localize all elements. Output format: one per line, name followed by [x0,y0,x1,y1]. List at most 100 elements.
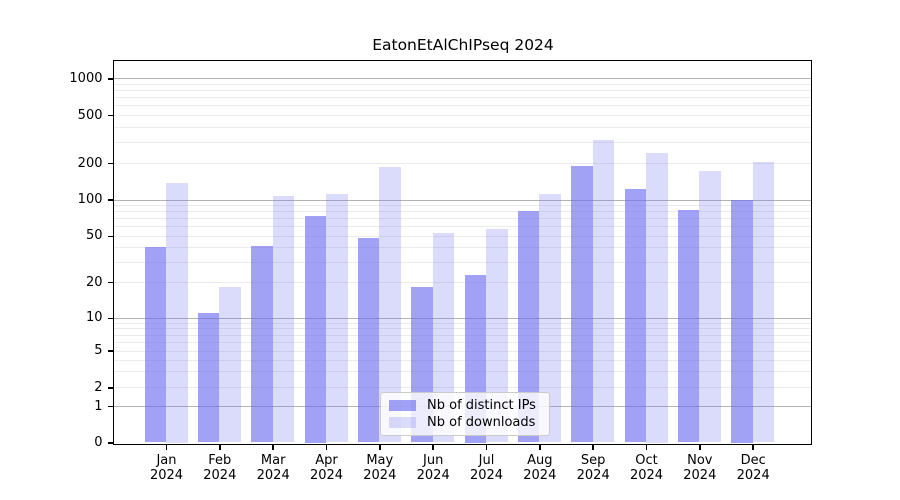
y-tick-label-50: 50 [85,228,103,244]
y-tick-10 [107,317,114,320]
bar-distinct-ips-mar [251,245,273,443]
bar-distinct-ips-oct [624,188,646,443]
gridline-minor-3 [114,371,811,372]
x-tick-label-year-mar: 2024 [256,468,290,483]
x-tick-jul [485,445,488,450]
y-tick-20 [107,281,114,284]
y-tick-0 [107,442,114,444]
x-tick-may [379,445,381,450]
x-tick-label-aug: Aug 2024 [512,453,568,484]
x-tick-feb [219,445,221,450]
y-tick-label-0: 0 [94,435,103,450]
y-tick-label-1: 1 [94,398,103,414]
gridline-minor-30 [114,261,811,263]
x-tick-label-year-jul: 2024 [469,468,504,483]
x-tick-jun [432,445,434,450]
x-tick-label-sep: Sep 2024 [565,453,621,484]
x-tick-label-month-dec: Dec [740,452,766,468]
gridline-minor-80 [114,211,811,213]
bar-downloads-apr [326,193,348,443]
x-tick-label-nov: Nov 2024 [672,453,728,484]
x-tick-label-year-jun: 2024 [416,468,450,483]
y-tick-label-5: 5 [94,343,103,358]
x-tick-nov [699,445,701,450]
gridline-minor-9 [114,322,811,324]
x-tick-label-year-aug: 2024 [523,468,557,483]
bar-downloads-dec [752,161,775,443]
x-tick-label-jan: Jan 2024 [139,453,195,484]
gridline-major-100 [114,199,811,201]
gridline-minor-2 [114,387,811,389]
x-tick-sep [592,445,594,450]
x-tick-dec [752,445,754,450]
legend-label-distinct-ips: Nb of distinct IPs [427,398,536,413]
y-tick-2 [107,387,114,389]
gridline-minor-500 [114,115,811,116]
y-tick-500 [107,114,114,117]
legend-swatch-downloads [389,416,416,429]
x-tick-label-dec: Dec 2024 [725,453,781,484]
gridline-minor-300 [114,141,811,143]
gridline-minor-90 [114,205,811,206]
y-tick-label-500: 500 [77,107,103,123]
y-tick-label-20: 20 [85,274,103,290]
x-tick-label-month-nov: Nov [687,452,713,468]
bar-distinct-ips-may [357,237,380,443]
x-tick-oct [645,445,648,450]
bar-distinct-ips-dec [731,199,753,443]
legend-item-downloads: Nb of downloads [389,415,541,430]
x-tick-label-month-may: May [366,452,394,468]
y-tick-1000 [107,78,114,80]
gridline-major-10 [114,317,811,319]
x-tick-label-oct: Oct 2024 [619,453,675,484]
x-tick-label-month-jun: Jun [423,452,444,468]
y-tick-label-2: 2 [94,379,103,395]
x-tick-label-apr: Apr 2024 [299,453,355,484]
x-tick-label-may: May 2024 [352,453,408,484]
x-tick-label-year-jan: 2024 [149,468,184,483]
x-tick-label-month-aug: Aug [527,452,553,468]
x-tick-label-year-nov: 2024 [683,468,717,483]
gridline-minor-700 [114,97,811,99]
x-tick-label-year-may: 2024 [363,468,397,483]
bar-downloads-sep [592,140,615,443]
bar-distinct-ips-jan [144,247,166,443]
bar-distinct-ips-apr [304,216,326,443]
chart-title: EatonEtAlChIPseq 2024 [372,36,554,54]
bar-downloads-oct [646,152,668,443]
x-tick-label-feb: Feb 2024 [192,453,248,484]
gridline-minor-50 [114,235,811,237]
plot-area [113,60,812,445]
legend-item-distinct-ips: Nb of distinct IPs [389,398,541,413]
x-tick-mar [272,445,274,450]
gridline-minor-20 [114,282,811,283]
x-tick-aug [539,445,541,450]
y-tick-50 [107,235,114,238]
gridline-minor-800 [114,90,811,92]
x-tick-label-month-feb: Feb [208,452,232,468]
gridline-major-1000 [114,78,811,80]
y-tick-100 [107,199,114,201]
legend-label-downloads: Nb of downloads [427,415,536,430]
x-tick-label-year-oct: 2024 [629,468,664,483]
gridline-minor-5 [114,350,811,352]
bar-distinct-ips-aug [517,211,540,443]
x-tick-label-month-jul: Jul [478,452,495,468]
y-tick-1 [107,405,114,408]
x-tick-label-month-sep: Sep [580,452,606,468]
y-tick-label-10: 10 [85,310,103,326]
gridline-minor-60 [114,226,811,228]
bar-downloads-jan [166,183,188,443]
x-tick-label-year-feb: 2024 [203,468,237,483]
bar-distinct-ips-feb [197,312,220,443]
x-tick-label-month-jan: Jan [156,452,177,468]
y-tick-5 [107,350,114,352]
gridline-minor-7 [114,334,811,336]
x-tick-label-year-dec: 2024 [736,468,770,483]
x-tick-label-jun: Jun 2024 [405,453,461,484]
gridline-minor-6 [114,341,811,343]
x-tick-label-year-apr: 2024 [309,468,344,483]
x-tick-label-month-apr: Apr [315,452,338,468]
bar-downloads-nov [699,171,721,443]
